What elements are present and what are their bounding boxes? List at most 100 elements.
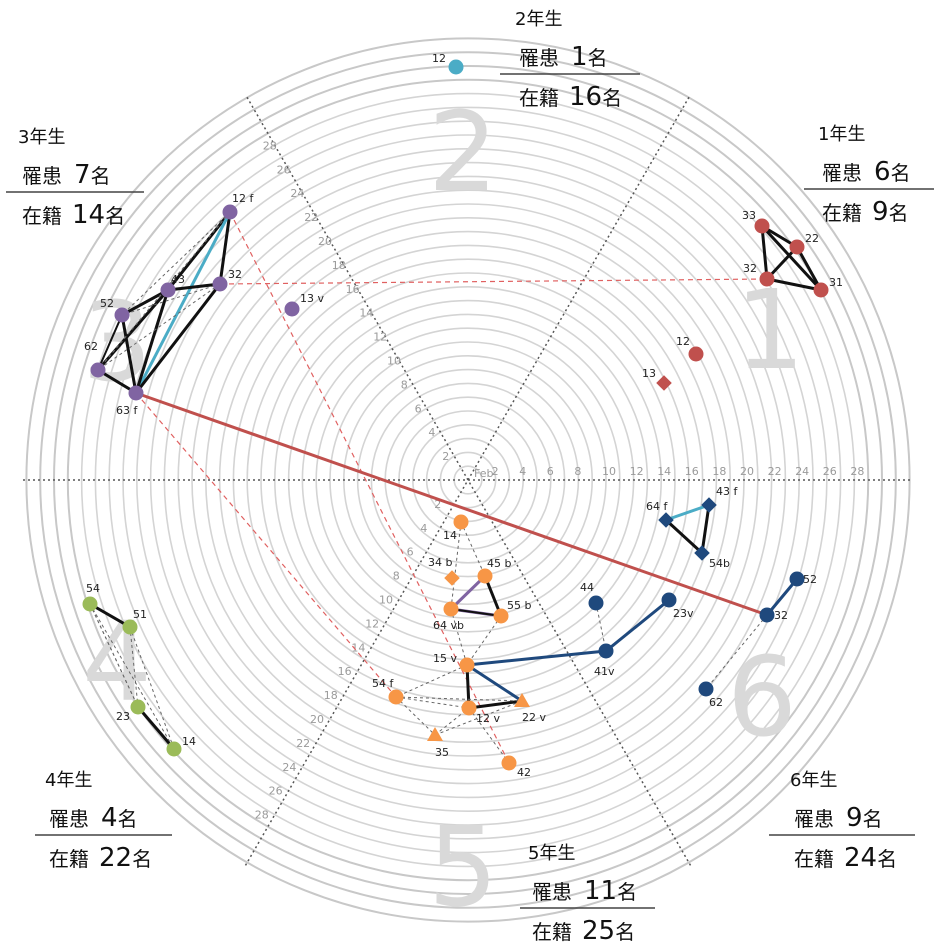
enrolled-row: 在籍 16名 (519, 82, 622, 112)
contact-link (595, 602, 607, 652)
contact-link (760, 224, 823, 292)
date-tick-labels: Feb 222444666888101010121212141414161616… (255, 139, 865, 821)
tick-label-upper: 24 (290, 187, 304, 200)
contact-link (166, 211, 232, 291)
affected-value: 4 (101, 803, 118, 833)
tick-label-right: 10 (602, 465, 616, 478)
tick-label-lower: 6 (407, 546, 414, 559)
case-point (813, 282, 829, 298)
case-point (284, 301, 300, 317)
tick-label-upper: 18 (332, 259, 346, 272)
case-label: 32 (743, 262, 757, 275)
contact-link (466, 663, 523, 703)
contact-link (760, 225, 769, 280)
case-label: 31 (829, 276, 843, 289)
tick-label-right: 4 (519, 465, 526, 478)
affected-row: 罹患 1名 (519, 42, 608, 72)
tick-label-lower: 24 (282, 761, 296, 774)
case-label: 62 (84, 340, 98, 353)
affected-value: 6 (874, 157, 891, 187)
enrolled-value: 9 (872, 197, 889, 227)
contact-link (129, 626, 139, 708)
case-label: 35 (435, 746, 449, 759)
tick-label-upper: 6 (415, 402, 422, 415)
contact-link (167, 282, 221, 292)
case-point (598, 643, 614, 659)
contact-link (134, 211, 232, 394)
contact-link (450, 608, 502, 617)
case-label: 32 (774, 609, 788, 622)
tick-label-right: 6 (547, 465, 554, 478)
contact-link (121, 283, 221, 316)
grade-title: 3年生 (18, 127, 65, 148)
tick-label-upper: 16 (346, 283, 360, 296)
contact-link (449, 574, 487, 611)
case-points (82, 59, 829, 771)
tick-label-right: 20 (740, 465, 754, 478)
affected-label: 罹患 (822, 161, 862, 185)
case-label: 13 v (300, 292, 324, 305)
case-point (661, 592, 677, 608)
case-label: 52 (803, 573, 817, 586)
affected-row: 罹患 6名 (822, 157, 911, 187)
case-point (128, 385, 144, 401)
affected-value: 11 (584, 876, 617, 906)
unit: 名 (105, 204, 125, 228)
contact-link (766, 277, 822, 292)
unit: 名 (877, 847, 897, 871)
case-label: 33 (742, 209, 756, 222)
tick-label-right: 16 (685, 465, 699, 478)
case-label: 13 (642, 367, 656, 380)
enrolled-label: 在籍 (519, 86, 559, 110)
contact-link (218, 211, 232, 285)
contact-link (468, 699, 523, 710)
enrolled-value: 16 (569, 82, 602, 112)
center-label: Feb (474, 467, 493, 480)
enrolled-row: 在籍 9名 (822, 197, 909, 227)
contact-link (460, 521, 486, 577)
case-label: 43 (171, 273, 185, 286)
contact-link (219, 278, 768, 285)
tick-label-lower: 18 (324, 689, 338, 702)
contact-link (466, 649, 607, 667)
case-label: 45 b (487, 557, 511, 570)
affected-label: 罹患 (532, 880, 572, 904)
contact-link (229, 211, 510, 764)
case-point (588, 595, 604, 611)
case-point (477, 568, 493, 584)
enrolled-label: 在籍 (532, 920, 572, 944)
sector-number-2: 2 (428, 88, 498, 216)
case-point (130, 699, 146, 715)
enrolled-label: 在籍 (22, 204, 62, 228)
contact-link (765, 578, 799, 616)
case-point (212, 276, 228, 292)
contact-link (134, 289, 170, 394)
tick-label-right: 14 (657, 465, 671, 478)
enrolled-value: 24 (844, 843, 877, 873)
unit: 名 (615, 920, 635, 944)
tick-label-upper: 8 (401, 378, 408, 391)
enrolled-label: 在籍 (49, 847, 89, 871)
sector-divider (244, 94, 692, 866)
unit: 名 (617, 880, 637, 904)
case-point (448, 59, 464, 75)
case-point (698, 681, 714, 697)
tick-label-lower: 8 (393, 570, 400, 583)
tick-label-lower: 2 (434, 498, 441, 511)
tick-label-upper: 14 (359, 307, 373, 320)
case-label: 52 (100, 297, 114, 310)
case-point (461, 700, 477, 716)
case-label: 62 (709, 696, 723, 709)
date-ring (149, 161, 787, 799)
sector-numbers: 1 2 3 4 5 6 (82, 88, 805, 931)
affected-row: 罹患 4名 (49, 803, 138, 833)
unit: 名 (891, 161, 911, 185)
contact-link (89, 602, 131, 629)
contact-link (665, 503, 710, 522)
contact-link (97, 314, 123, 371)
date-ring (39, 51, 897, 909)
case-label: 15 v (433, 652, 457, 665)
